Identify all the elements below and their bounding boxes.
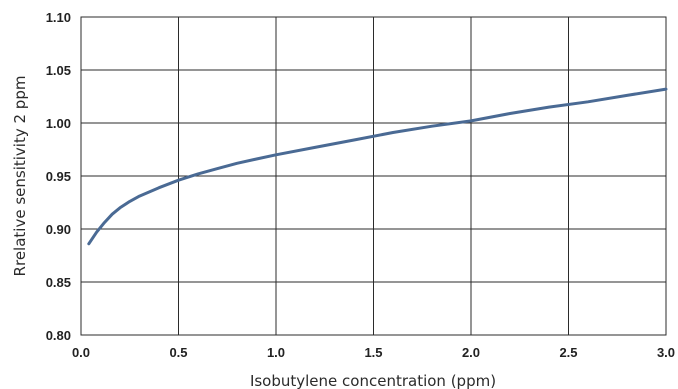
x-axis-title: Isobutylene concentration (ppm) [250,372,496,389]
x-tick-label: 1.0 [267,345,285,360]
y-axis-title: Rrelative sensitivity 2 ppm [11,76,29,277]
y-tick-label: 1.00 [46,116,71,131]
series-group [87,87,668,246]
x-tick-label: 1.5 [364,345,382,360]
y-tick-label: 1.05 [46,63,71,78]
x-tick-label: 3.0 [657,345,675,360]
x-tick-label: 0.5 [169,345,187,360]
y-tick-label: 1.10 [46,10,71,25]
x-tick-label: 2.5 [559,345,577,360]
gridlines [80,16,667,336]
plot-frame [80,16,667,336]
y-tick-label: 0.90 [46,222,71,237]
x-tick-label: 2.0 [462,345,480,360]
x-tick-label: 0.0 [72,345,90,360]
y-tick-label: 0.85 [46,275,71,290]
y-tick-labels: 1.10 1.05 1.00 0.95 0.90 0.85 0.80 [46,10,71,343]
y-tick-label: 0.80 [46,328,71,343]
series-line-0 [87,87,668,246]
x-tick-labels: 0.0 0.5 1.0 1.5 2.0 2.5 3.0 [72,345,675,360]
y-tick-label: 0.95 [46,169,71,184]
